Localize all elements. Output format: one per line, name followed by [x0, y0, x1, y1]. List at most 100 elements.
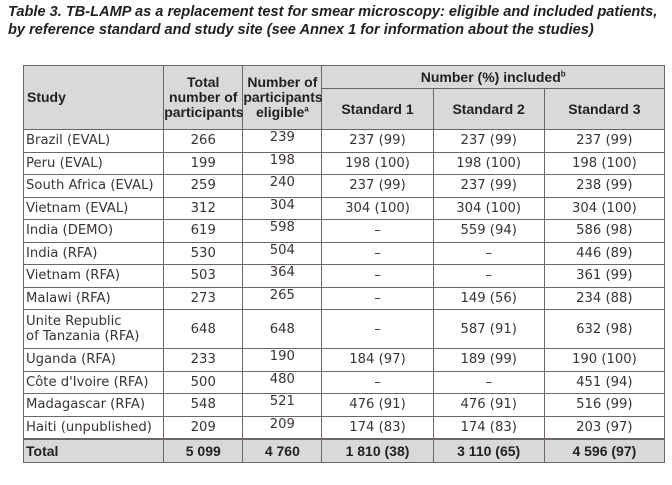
cell-total-eligible: 4 760 — [242, 438, 323, 463]
cell-study: Uganda (RFA) — [22, 348, 165, 372]
cell-total: 312 — [163, 196, 244, 220]
cell-standard-3: 203 (97) — [543, 415, 666, 440]
cell-total: 503 — [163, 264, 244, 288]
table-row: Vietnam (EVAL) 312 304 304 (100) 304 (10… — [22, 196, 666, 220]
table-row: Haiti (unpublished) 209 209 174 (83) 174… — [22, 415, 666, 440]
cell-eligible: 190 — [242, 348, 323, 372]
cell-eligible: 304 — [242, 196, 323, 220]
cell-standard-3: 451 (94) — [543, 370, 666, 394]
cell-standard-2: 189 (99) — [432, 348, 545, 372]
cell-total: 209 — [163, 415, 244, 440]
cell-study: Vietnam (RFA) — [22, 264, 165, 288]
cell-standard-2: 237 (99) — [432, 129, 545, 153]
cell-total-label: Total — [22, 438, 165, 463]
cell-total: 530 — [163, 241, 244, 265]
cell-standard-1: – — [321, 241, 434, 265]
cell-total: 548 — [163, 393, 244, 417]
footnote-mark-a: a — [304, 104, 309, 114]
cell-standard-1: – — [321, 264, 434, 288]
cell-total: 199 — [163, 151, 244, 175]
cell-standard-1: – — [321, 219, 434, 243]
cell-standard-3: 190 (100) — [543, 348, 666, 372]
cell-standard-3: 586 (98) — [543, 219, 666, 243]
cell-total-participants: 5 099 — [163, 438, 244, 463]
cell-study: Peru (EVAL) — [22, 151, 165, 175]
table-row: Malawi (RFA) 273 265 – 149 (56) 234 (88) — [22, 286, 666, 310]
footnote-mark-b: b — [560, 68, 566, 78]
total-row: Total 5 099 4 760 1 810 (38) 3 110 (65) … — [22, 438, 666, 463]
table-row: Brazil (EVAL) 266 239 237 (99) 237 (99) … — [22, 129, 666, 153]
header-study: Study — [22, 65, 165, 130]
cell-total: 259 — [163, 174, 244, 198]
cell-standard-3: 238 (99) — [543, 174, 666, 198]
cell-standard-3: 234 (88) — [543, 286, 666, 310]
cell-eligible: 239 — [242, 129, 323, 153]
cell-standard-1: – — [321, 370, 434, 394]
table-row: Unite Republic of Tanzania (RFA) 648 648 … — [22, 309, 666, 349]
cell-total-standard-2: 3 110 (65) — [432, 438, 545, 463]
table-row: Uganda (RFA) 233 190 184 (97) 189 (99) 1… — [22, 348, 666, 372]
cell-study: Haiti (unpublished) — [22, 415, 165, 440]
cell-study: Unite Republic of Tanzania (RFA) — [22, 309, 165, 349]
cell-standard-1: 184 (97) — [321, 348, 434, 372]
table-row: Madagascar (RFA) 548 521 476 (91) 476 (9… — [22, 393, 666, 417]
cell-eligible: 480 — [242, 370, 323, 394]
cell-total-standard-3: 4 596 (97) — [543, 438, 666, 463]
cell-study-line-2: of Tanzania (RFA) — [26, 329, 140, 344]
cell-eligible: 648 — [242, 309, 323, 349]
cell-eligible: 209 — [242, 415, 323, 440]
cell-standard-3: 632 (98) — [543, 309, 666, 349]
cell-standard-2: – — [432, 370, 545, 394]
cell-standard-3: 516 (99) — [543, 393, 666, 417]
cell-study-line-1: Unite Republic — [26, 314, 122, 329]
cell-standard-2: – — [432, 241, 545, 265]
table-row: South Africa (EVAL) 259 240 237 (99) 237… — [22, 174, 666, 198]
cell-standard-3: 237 (99) — [543, 129, 666, 153]
cell-study: Malawi (RFA) — [22, 286, 165, 310]
table-body: Brazil (EVAL) 266 239 237 (99) 237 (99) … — [22, 129, 666, 463]
cell-standard-2: 559 (94) — [432, 219, 545, 243]
cell-total: 619 — [163, 219, 244, 243]
cell-standard-2: 587 (91) — [432, 309, 545, 349]
cell-standard-1: 237 (99) — [321, 174, 434, 198]
cell-total: 648 — [163, 309, 244, 349]
cell-standard-2: 149 (56) — [432, 286, 545, 310]
cell-standard-2: 174 (83) — [432, 415, 545, 440]
cell-standard-1: 304 (100) — [321, 196, 434, 220]
cell-total: 266 — [163, 129, 244, 153]
header-total-participants: Total number of participants — [163, 65, 244, 130]
cell-standard-3: 304 (100) — [543, 196, 666, 220]
cell-standard-1: 198 (100) — [321, 151, 434, 175]
cell-standard-2: 198 (100) — [432, 151, 545, 175]
cell-eligible: 364 — [242, 264, 323, 288]
table-row: Côte d'Ivoire (RFA) 500 480 – – 451 (94) — [22, 370, 666, 394]
cell-study: Vietnam (EVAL) — [22, 196, 165, 220]
table-row: India (DEMO) 619 598 – 559 (94) 586 (98) — [22, 219, 666, 243]
table-header: Study Total number of participants Numbe… — [22, 65, 666, 130]
cell-standard-2: 476 (91) — [432, 393, 545, 417]
cell-total: 233 — [163, 348, 244, 372]
cell-standard-2: 237 (99) — [432, 174, 545, 198]
cell-eligible: 265 — [242, 286, 323, 310]
cell-standard-3: 198 (100) — [543, 151, 666, 175]
cell-study: Côte d'Ivoire (RFA) — [22, 370, 165, 394]
cell-total: 273 — [163, 286, 244, 310]
cell-total-standard-1: 1 810 (38) — [321, 438, 434, 463]
table-row: Peru (EVAL) 199 198 198 (100) 198 (100) … — [22, 151, 666, 175]
cell-eligible: 598 — [242, 219, 323, 243]
header-eligible-text: Number of participants eligible — [243, 74, 323, 120]
table-row: India (RFA) 530 504 – – 446 (89) — [22, 241, 666, 265]
cell-standard-3: 361 (99) — [543, 264, 666, 288]
cell-study: Brazil (EVAL) — [22, 129, 165, 153]
data-table: Study Total number of participants Numbe… — [22, 65, 666, 463]
header-eligible: Number of participants eligiblea — [242, 65, 323, 130]
cell-eligible: 521 — [242, 393, 323, 417]
cell-eligible: 198 — [242, 151, 323, 175]
header-included: Number (%) includedb — [321, 65, 665, 89]
cell-standard-1: – — [321, 309, 434, 349]
header-standard-2: Standard 2 — [432, 88, 545, 130]
cell-study: South Africa (EVAL) — [22, 174, 165, 198]
cell-eligible: 240 — [242, 174, 323, 198]
header-standard-1: Standard 1 — [321, 88, 434, 130]
cell-total: 500 — [163, 370, 244, 394]
